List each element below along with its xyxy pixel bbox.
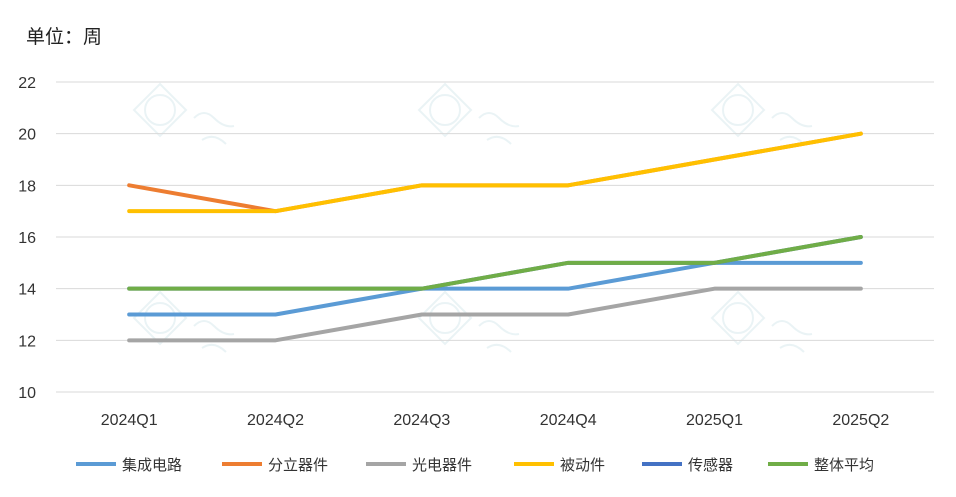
x-tick-label: 2024Q2	[247, 412, 304, 429]
legend-label-6: 整体平均	[814, 456, 874, 474]
watermark-emblem	[132, 290, 235, 353]
series-line-4	[127, 131, 863, 214]
series-line-6	[127, 235, 863, 291]
y-tick-label: 14	[18, 282, 36, 299]
legend: 集成电路 分立器件 光电器件 被动件 传感器 整体平均	[76, 456, 874, 474]
y-tick-label: 10	[18, 385, 36, 402]
legend-label-4: 被动件	[560, 456, 605, 474]
series-lines	[127, 131, 863, 343]
y-tick-label: 12	[18, 333, 36, 350]
legend-label-5: 传感器	[688, 456, 733, 474]
x-tick-label: 2025Q1	[686, 412, 743, 429]
watermark-emblem	[132, 82, 235, 145]
series-line-2	[127, 131, 863, 214]
x-tick-label: 2024Q1	[101, 412, 158, 429]
legend-label-2: 分立器件	[268, 456, 328, 474]
watermark-layer	[132, 82, 813, 353]
y-tick-label: 22	[18, 75, 36, 92]
x-axis-ticks: 2024Q1 2024Q2 2024Q3 2024Q4 2025Q1 2025Q2	[101, 412, 890, 429]
x-tick-label: 2025Q2	[832, 412, 889, 429]
y-tick-label: 20	[18, 127, 36, 144]
legend-label-3: 光电器件	[412, 456, 472, 474]
series-line-1	[127, 260, 863, 317]
y-tick-label: 18	[18, 178, 36, 195]
y-tick-label: 16	[18, 230, 36, 247]
series-line-3	[127, 286, 863, 343]
x-tick-label: 2024Q4	[540, 412, 597, 429]
watermark-emblem	[710, 290, 813, 353]
watermark-emblem	[417, 290, 520, 353]
watermark-emblem	[710, 82, 813, 145]
watermark-emblem	[417, 82, 520, 145]
x-tick-label: 2024Q3	[393, 412, 450, 429]
legend-label-1: 集成电路	[122, 456, 182, 474]
unit-label: 单位：周	[26, 26, 102, 48]
y-axis-ticks: 10 12 14 16 18 20 22	[18, 75, 36, 402]
